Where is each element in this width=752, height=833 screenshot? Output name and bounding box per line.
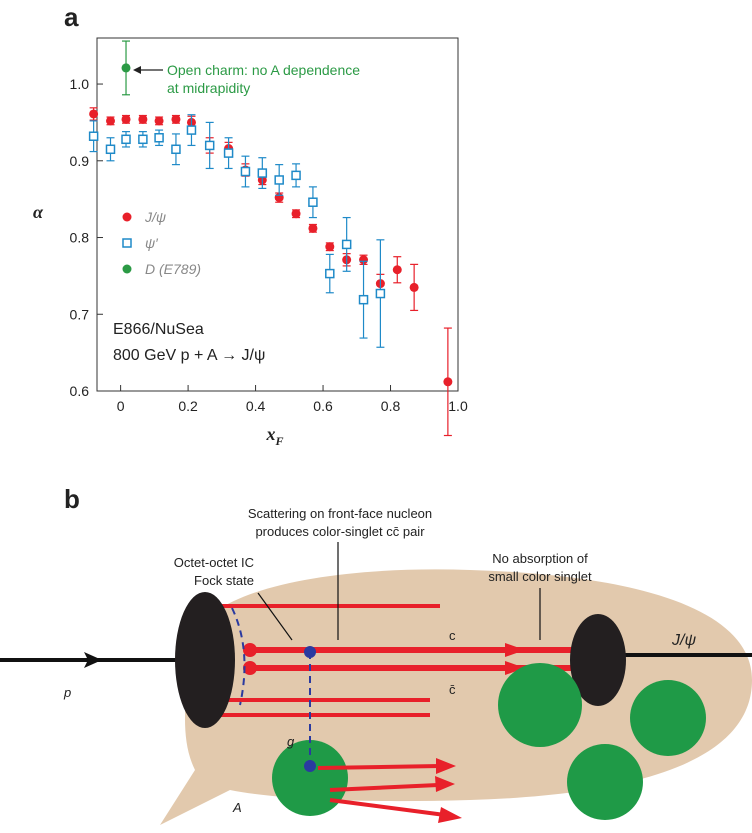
arrowhead (438, 807, 462, 823)
particle-label: A (232, 800, 242, 815)
data-point (121, 134, 131, 145)
data-point (291, 170, 301, 181)
diagram-label: small color singlet (488, 569, 592, 584)
nucleon (567, 744, 643, 820)
plot-frame (96, 37, 459, 392)
data-point (240, 166, 251, 177)
diagram-label: No absorption of (492, 551, 588, 566)
particle-label: J/ψ (671, 632, 696, 649)
data-point (325, 268, 335, 279)
particle-label: c̄ (449, 682, 456, 697)
annotation: Open charm: no A dependence (167, 62, 360, 78)
diagram-label: Fock state (194, 573, 254, 588)
leader-line (257, 592, 293, 641)
arrowhead (436, 758, 456, 774)
x-tick-label: 0 (117, 398, 125, 414)
data-point (409, 282, 419, 292)
x-tick-label: 0.6 (313, 398, 333, 414)
data-point (171, 144, 181, 155)
data-point (325, 242, 335, 252)
legend-marker (122, 264, 132, 274)
diagram-label: Scattering on front-face nucleon (248, 506, 432, 521)
fragment (329, 798, 446, 817)
data-point (154, 116, 164, 126)
x-tick-label: 1.0 (448, 398, 468, 414)
y-tick-label: 0.6 (70, 383, 90, 399)
panel-label: b (64, 484, 80, 514)
data-point (121, 114, 131, 124)
data-point (88, 131, 99, 141)
nucleon (272, 740, 348, 816)
x-tick-label: 0.2 (178, 398, 198, 414)
x-axis-label-main: x (265, 424, 275, 444)
data-point (341, 239, 352, 250)
data-point (186, 125, 197, 135)
legend-label: D (E789) (145, 261, 201, 277)
data-point (105, 116, 115, 126)
data-point (154, 133, 164, 143)
data-point (121, 63, 131, 73)
dashed-boundary (231, 607, 246, 706)
fragment (329, 783, 439, 792)
experiment-label: E866/NuSea (113, 321, 204, 338)
y-tick-label: 0.7 (70, 306, 90, 322)
nucleon (498, 663, 582, 747)
data-point (223, 148, 234, 158)
data-point (291, 209, 301, 219)
arrowhead (505, 643, 525, 657)
particle-label: g (287, 734, 295, 749)
nucleon (630, 680, 706, 756)
data-point (171, 114, 181, 124)
fragment (317, 764, 441, 770)
legend-marker (122, 238, 132, 248)
diagram-label: Octet-octet IC (174, 555, 254, 570)
experiment-label: 800 GeV p + A → J/ψ (113, 347, 265, 364)
x-tick-label: 0.4 (246, 398, 266, 414)
x-axis-label: xF (265, 424, 283, 448)
data-point (138, 114, 148, 124)
data-point (308, 223, 318, 233)
gluon-vertex (304, 760, 316, 772)
x-tick-label: 0.8 (381, 398, 401, 414)
data-point (358, 294, 369, 305)
panel-label: a (64, 2, 79, 32)
diagram-label: produces color-singlet cc̄ pair (255, 524, 425, 539)
data-point (392, 265, 402, 275)
x-axis-label-sub: F (274, 434, 283, 448)
data-point (204, 140, 215, 151)
arrowhead (505, 661, 525, 675)
particle-label: c (449, 628, 456, 643)
annotation-arrowhead (133, 66, 141, 74)
vertex (243, 661, 257, 675)
jpsi-blob (570, 614, 626, 706)
proton (175, 592, 235, 728)
data-point (138, 134, 148, 145)
y-tick-label: 1.0 (70, 76, 90, 92)
legend-label: ψ′ (145, 235, 159, 251)
data-point (105, 144, 116, 155)
y-axis-label: α (33, 202, 44, 222)
data-point (274, 175, 284, 185)
data-point (375, 288, 386, 299)
y-tick-label: 0.8 (70, 230, 90, 246)
particle-label: p (63, 685, 71, 700)
data-point (308, 197, 318, 207)
legend-label: J/ψ (144, 209, 166, 225)
vertex (243, 643, 257, 657)
arrowhead (435, 776, 455, 792)
legend-marker (122, 212, 132, 222)
annotation: at midrapidity (167, 80, 250, 96)
data-point (89, 109, 99, 119)
data-point (443, 377, 453, 387)
data-point (257, 168, 268, 178)
data-point (359, 255, 369, 265)
arrowhead (84, 652, 102, 668)
gluon-vertex (304, 646, 316, 658)
y-tick-label: 0.9 (70, 153, 90, 169)
